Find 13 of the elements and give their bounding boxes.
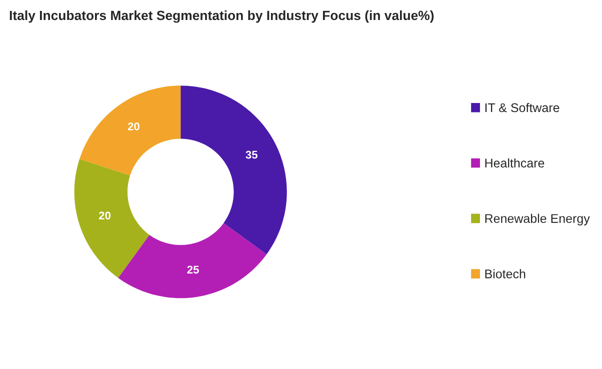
donut-slice — [74, 159, 150, 278]
donut-slice — [80, 86, 181, 176]
legend-label: Healthcare — [485, 158, 544, 168]
legend-label: Biotech — [485, 269, 526, 278]
data-label: 35 — [246, 150, 258, 159]
data-label: 20 — [128, 122, 140, 130]
data-label: 25 — [187, 266, 199, 274]
donut-slice — [180, 86, 287, 254]
chart-title: Italy Incubators Market Segmentation by Industry Focus (in value%) — [10, 10, 434, 23]
donut-slice — [118, 223, 267, 298]
data-label: 20 — [99, 212, 111, 220]
legend-label: IT & Software — [485, 102, 560, 112]
legend-label: Renewable Energy — [485, 214, 590, 226]
